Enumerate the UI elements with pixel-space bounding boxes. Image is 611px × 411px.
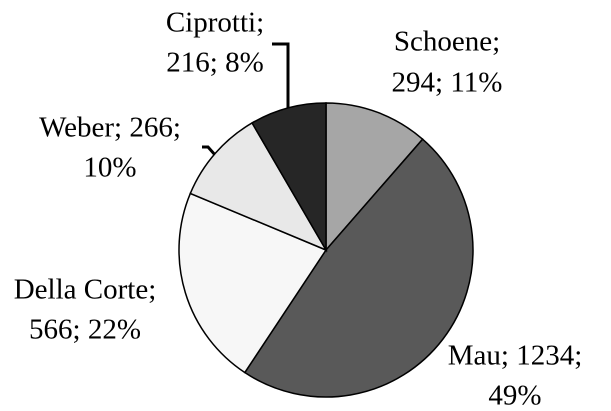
data-label: 49% (488, 380, 541, 411)
data-label: 294; 11% (392, 67, 503, 99)
data-label: 216; 8% (166, 47, 263, 79)
data-label: 566; 22% (29, 314, 141, 346)
pie-slice (325, 102, 424, 253)
pie-slice (243, 138, 474, 398)
pie-slice (251, 102, 327, 253)
data-label: 10% (83, 152, 136, 184)
pie-slice (189, 121, 328, 252)
pie-slice (178, 192, 328, 374)
data-label: Weber; 266; (39, 112, 181, 144)
data-label: Mau; 1234; (448, 340, 583, 372)
leader-line (272, 42, 290, 110)
data-label: Schoene; (394, 26, 500, 58)
leader-line (202, 145, 218, 157)
data-label: Ciprotti; (166, 7, 264, 39)
data-label: Della Corte; (14, 274, 157, 306)
